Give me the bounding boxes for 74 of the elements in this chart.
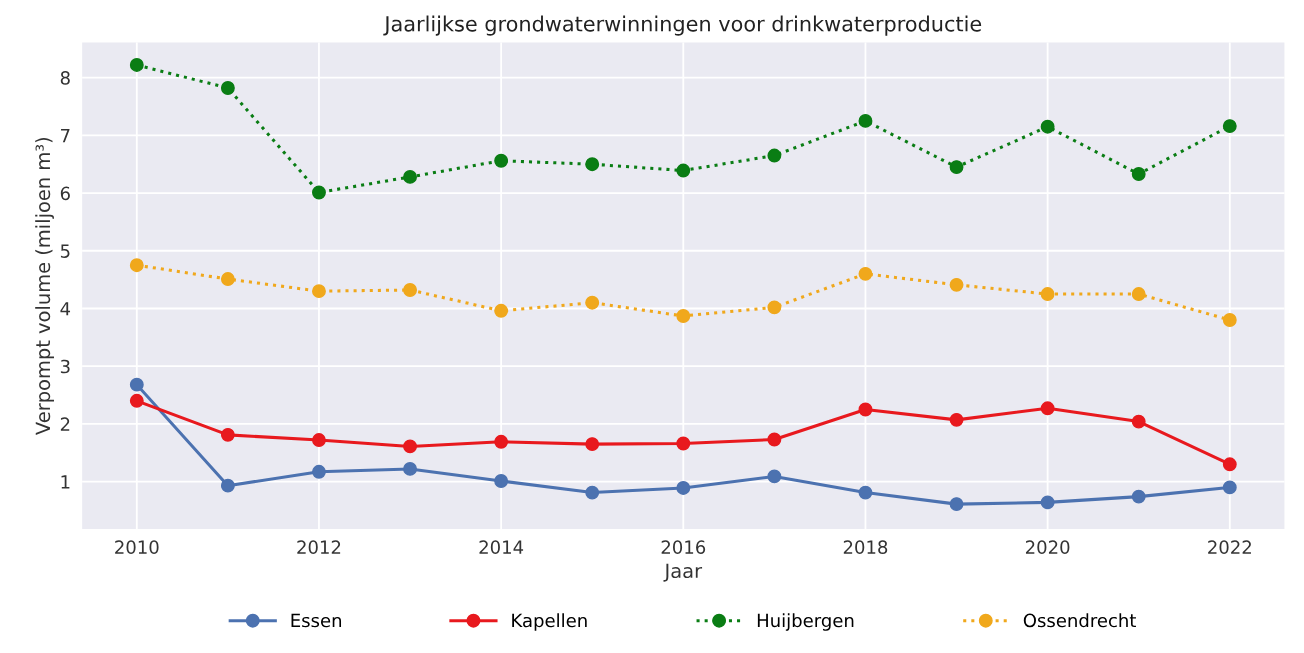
legend-label: Kapellen [512, 613, 587, 631]
chart-title: Jaarlijkse grondwaterwinningen voor drinkwaterproductie [383, 15, 982, 36]
point [129, 58, 144, 72]
x-tick-label: 2010 [115, 540, 159, 555]
point [676, 481, 691, 495]
x-tick-label: 2020 [1025, 540, 1070, 555]
point [220, 81, 235, 95]
point [949, 160, 964, 175]
point [494, 303, 509, 318]
point [1131, 414, 1146, 429]
point [312, 464, 326, 479]
point [129, 377, 144, 392]
point [858, 402, 873, 417]
point [1040, 119, 1055, 134]
legend-label: Ossendrecht [1023, 613, 1136, 628]
point [1040, 495, 1055, 510]
point [403, 461, 417, 476]
x-tick-label: 2016 [661, 540, 706, 555]
point [676, 163, 691, 178]
point [403, 169, 417, 184]
point [676, 309, 691, 323]
point [220, 427, 235, 442]
point [767, 300, 782, 315]
point [858, 266, 873, 281]
point [1131, 167, 1146, 181]
legend-label: Huijbergen [757, 613, 854, 631]
y-tick-label: 7 [61, 129, 70, 143]
point [676, 436, 691, 451]
point [403, 283, 417, 297]
point [1222, 457, 1237, 472]
point [1131, 489, 1146, 504]
point [220, 272, 235, 286]
point [767, 148, 782, 163]
point [129, 393, 144, 408]
point [949, 277, 964, 292]
point [494, 474, 509, 488]
point [858, 113, 873, 128]
point [858, 485, 873, 500]
point [949, 412, 964, 427]
point [949, 497, 964, 512]
x-tick-label: 2022 [1208, 540, 1251, 555]
x-tick-label: 2014 [479, 540, 524, 555]
x-tick-label: 2018 [843, 540, 888, 555]
point [585, 295, 600, 310]
y-tick-label: 6 [60, 186, 70, 201]
point [312, 185, 326, 200]
point [767, 469, 782, 484]
point [767, 432, 782, 447]
point [312, 284, 326, 299]
y-tick-label: 5 [60, 244, 70, 258]
legend-label: Essen [291, 613, 342, 628]
point [1222, 313, 1237, 327]
point [403, 439, 417, 454]
point [1131, 287, 1146, 302]
point [220, 478, 235, 493]
y-tick-label: 3 [60, 359, 70, 374]
y-tick-label: 2 [60, 417, 70, 431]
y-tick-label: 8 [60, 71, 70, 85]
point [1040, 401, 1055, 416]
point [1040, 287, 1055, 302]
y-axis-title: Verpompt volume (miljoen m³) [35, 138, 54, 435]
y-tick-label: 1 [61, 475, 70, 489]
point [585, 437, 600, 452]
point [585, 485, 600, 500]
y-tick-label: 4 [60, 302, 71, 316]
x-axis-title: Jaar [663, 563, 703, 582]
point [1222, 119, 1237, 134]
point [585, 157, 600, 172]
point [494, 434, 509, 449]
point [129, 258, 144, 273]
x-tick-label: 2012 [297, 540, 341, 555]
point [1222, 480, 1237, 495]
point [494, 153, 509, 168]
point [312, 433, 326, 448]
